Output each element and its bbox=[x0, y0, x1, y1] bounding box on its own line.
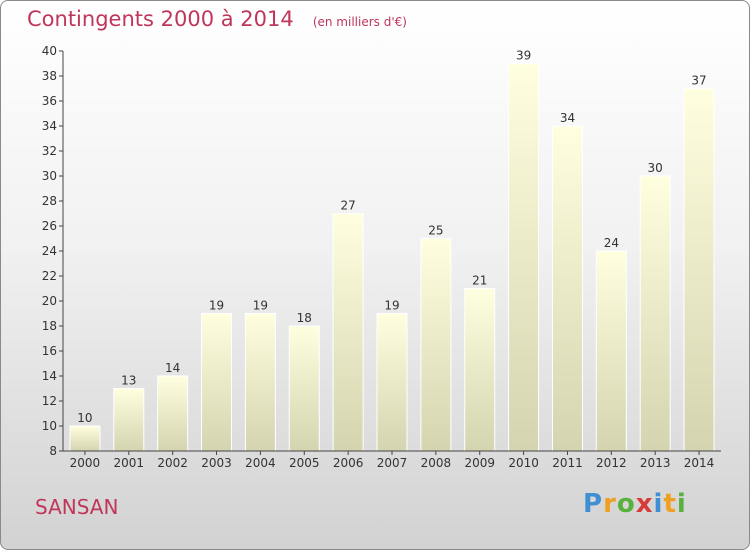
x-tick-label: 2007 bbox=[377, 456, 408, 470]
x-tick-label: 2006 bbox=[333, 456, 364, 470]
bar bbox=[332, 213, 364, 452]
bar-value-label: 34 bbox=[560, 111, 575, 125]
bar-value-label: 13 bbox=[121, 374, 136, 388]
bar-value-label: 19 bbox=[384, 299, 399, 313]
bar bbox=[551, 125, 583, 452]
bar-value-label: 25 bbox=[428, 224, 443, 238]
bar bbox=[683, 88, 715, 452]
x-tick-label: 2009 bbox=[464, 456, 495, 470]
bar-value-label: 27 bbox=[340, 199, 355, 213]
bar bbox=[201, 313, 233, 452]
y-tick-label: 8 bbox=[49, 444, 57, 458]
x-tick-label: 2013 bbox=[640, 456, 671, 470]
x-tick-label: 2001 bbox=[114, 456, 145, 470]
y-tick-label: 40 bbox=[42, 44, 57, 58]
bar bbox=[420, 238, 452, 452]
y-tick-label: 20 bbox=[42, 294, 57, 308]
bar-value-label: 10 bbox=[77, 411, 92, 425]
logo-letter: x bbox=[635, 489, 654, 519]
x-tick-label: 2012 bbox=[596, 456, 627, 470]
y-tick-label: 12 bbox=[42, 394, 57, 408]
bar-value-label: 19 bbox=[253, 299, 268, 313]
bar-value-label: 30 bbox=[648, 161, 663, 175]
x-tick-label: 2000 bbox=[70, 456, 101, 470]
y-tick-label: 34 bbox=[42, 119, 57, 133]
bar-value-label: 19 bbox=[209, 299, 224, 313]
bar-value-label: 21 bbox=[472, 274, 487, 288]
bar-value-label: 24 bbox=[604, 236, 619, 250]
bar bbox=[157, 375, 189, 452]
bar bbox=[376, 313, 408, 452]
bar-value-label: 14 bbox=[165, 361, 180, 375]
y-tick-label: 22 bbox=[42, 269, 57, 283]
bar bbox=[508, 63, 540, 452]
bar bbox=[464, 288, 496, 452]
proxiti-logo: Proxiti bbox=[583, 489, 687, 519]
y-tick-label: 26 bbox=[42, 219, 57, 233]
bar bbox=[639, 175, 671, 452]
logo-letter: i bbox=[676, 489, 687, 519]
x-tick-label: 2005 bbox=[289, 456, 320, 470]
y-tick-label: 10 bbox=[42, 419, 57, 433]
y-tick-label: 32 bbox=[42, 144, 57, 158]
bar bbox=[69, 425, 101, 452]
chart-title: Contingents 2000 à 2014 bbox=[27, 7, 294, 31]
bar bbox=[113, 388, 145, 452]
x-tick-label: 2014 bbox=[684, 456, 715, 470]
y-tick-label: 30 bbox=[42, 169, 57, 183]
logo-letter: r bbox=[603, 489, 617, 519]
y-tick-label: 38 bbox=[42, 69, 57, 83]
logo-letter: i bbox=[653, 489, 664, 519]
y-tick-label: 16 bbox=[42, 344, 57, 358]
y-tick-label: 36 bbox=[42, 94, 57, 108]
y-tick-label: 28 bbox=[42, 194, 57, 208]
y-tick-label: 24 bbox=[42, 244, 57, 258]
bar-value-label: 18 bbox=[297, 311, 312, 325]
x-tick-label: 2004 bbox=[245, 456, 276, 470]
bar-value-label: 39 bbox=[516, 49, 531, 63]
y-tick-label: 18 bbox=[42, 319, 57, 333]
bar bbox=[288, 325, 320, 452]
bar-value-label: 37 bbox=[691, 74, 706, 88]
chart-subtitle: (en milliers d'€) bbox=[312, 15, 407, 29]
town-name: SANSAN bbox=[35, 495, 119, 519]
logo-letter: P bbox=[583, 489, 604, 519]
x-tick-label: 2003 bbox=[201, 456, 232, 470]
bar bbox=[595, 250, 627, 452]
x-tick-label: 2008 bbox=[421, 456, 452, 470]
x-tick-label: 2010 bbox=[508, 456, 539, 470]
x-tick-label: 2002 bbox=[157, 456, 188, 470]
y-tick-label: 14 bbox=[42, 369, 57, 383]
logo-letter: t bbox=[663, 489, 677, 519]
bar bbox=[244, 313, 276, 452]
chart-title-block: Contingents 2000 à 2014 (en milliers d'€… bbox=[27, 7, 407, 31]
logo-letter: o bbox=[616, 489, 636, 519]
x-tick-label: 2011 bbox=[552, 456, 583, 470]
